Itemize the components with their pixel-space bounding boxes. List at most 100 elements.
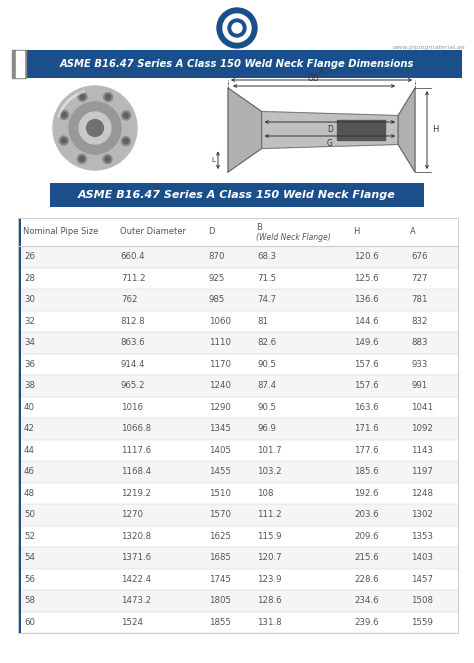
Polygon shape bbox=[398, 88, 415, 172]
Text: 883: 883 bbox=[411, 338, 428, 347]
FancyBboxPatch shape bbox=[18, 246, 458, 267]
Text: 30: 30 bbox=[24, 295, 35, 304]
Text: 185.6: 185.6 bbox=[354, 467, 379, 476]
Text: 1625: 1625 bbox=[209, 532, 231, 541]
Text: 120.7: 120.7 bbox=[257, 553, 282, 562]
FancyBboxPatch shape bbox=[18, 218, 458, 246]
Text: 144.6: 144.6 bbox=[354, 317, 379, 326]
FancyBboxPatch shape bbox=[18, 375, 458, 396]
Text: 1320.8: 1320.8 bbox=[121, 532, 151, 541]
Text: 676: 676 bbox=[411, 252, 428, 261]
Text: 933: 933 bbox=[411, 360, 428, 369]
Circle shape bbox=[78, 92, 87, 101]
Text: 1473.2: 1473.2 bbox=[121, 596, 151, 605]
Text: 44: 44 bbox=[24, 446, 35, 455]
Polygon shape bbox=[228, 88, 262, 172]
Text: 965.2: 965.2 bbox=[121, 381, 146, 391]
Text: 28: 28 bbox=[24, 274, 35, 282]
Text: 1092: 1092 bbox=[411, 424, 433, 433]
Text: 1353: 1353 bbox=[411, 532, 433, 541]
Text: 870: 870 bbox=[209, 252, 225, 261]
Text: 177.6: 177.6 bbox=[354, 446, 379, 455]
Text: 87.4: 87.4 bbox=[257, 381, 276, 391]
Text: 1371.6: 1371.6 bbox=[121, 553, 151, 562]
Text: D: D bbox=[208, 227, 214, 237]
Text: 762: 762 bbox=[121, 295, 137, 304]
FancyBboxPatch shape bbox=[18, 353, 458, 375]
Text: 781: 781 bbox=[411, 295, 428, 304]
Circle shape bbox=[123, 139, 128, 144]
Text: 1302: 1302 bbox=[411, 511, 433, 519]
Text: 120.6: 120.6 bbox=[354, 252, 379, 261]
Polygon shape bbox=[12, 50, 26, 78]
Text: 1117.6: 1117.6 bbox=[121, 446, 151, 455]
Text: 985: 985 bbox=[209, 295, 225, 304]
Text: (Weld Neck Flange): (Weld Neck Flange) bbox=[256, 233, 331, 241]
Text: 136.6: 136.6 bbox=[354, 295, 379, 304]
Text: 34: 34 bbox=[24, 338, 35, 347]
Text: 58: 58 bbox=[24, 596, 35, 605]
Text: 125.6: 125.6 bbox=[354, 274, 379, 282]
Circle shape bbox=[87, 119, 103, 137]
FancyBboxPatch shape bbox=[18, 504, 458, 526]
Text: 68.3: 68.3 bbox=[257, 252, 276, 261]
Text: 863.6: 863.6 bbox=[121, 338, 146, 347]
Text: 60: 60 bbox=[24, 618, 35, 627]
Text: ASME B16.47 Series A Class 150 Weld Neck Flange Dimensions: ASME B16.47 Series A Class 150 Weld Neck… bbox=[60, 59, 414, 69]
Text: 812.8: 812.8 bbox=[121, 317, 146, 326]
Circle shape bbox=[105, 156, 110, 162]
Text: 56: 56 bbox=[24, 575, 35, 583]
Text: 48: 48 bbox=[24, 489, 35, 498]
Text: A: A bbox=[319, 67, 324, 76]
Text: B: B bbox=[256, 223, 262, 231]
Text: 192.6: 192.6 bbox=[354, 489, 379, 498]
Text: H: H bbox=[432, 125, 438, 135]
Text: 1016: 1016 bbox=[121, 402, 143, 412]
Text: 1455: 1455 bbox=[209, 467, 231, 476]
Circle shape bbox=[77, 154, 86, 163]
Circle shape bbox=[79, 156, 84, 161]
Text: 1405: 1405 bbox=[209, 446, 231, 455]
Text: 228.6: 228.6 bbox=[354, 575, 379, 583]
Text: 1248: 1248 bbox=[411, 489, 433, 498]
Text: G: G bbox=[327, 139, 333, 148]
FancyBboxPatch shape bbox=[18, 332, 458, 353]
Text: 42: 42 bbox=[24, 424, 35, 433]
Text: 96.9: 96.9 bbox=[257, 424, 276, 433]
Text: 46: 46 bbox=[24, 467, 35, 476]
Text: 90.5: 90.5 bbox=[257, 360, 276, 369]
Text: 74.7: 74.7 bbox=[257, 295, 276, 304]
Text: 727: 727 bbox=[411, 274, 428, 282]
FancyBboxPatch shape bbox=[22, 50, 462, 78]
Circle shape bbox=[228, 19, 246, 37]
Circle shape bbox=[62, 112, 66, 117]
Text: 171.6: 171.6 bbox=[354, 424, 379, 433]
Text: 991: 991 bbox=[411, 381, 428, 391]
Text: 163.6: 163.6 bbox=[354, 402, 379, 412]
FancyBboxPatch shape bbox=[18, 611, 458, 633]
Text: 54: 54 bbox=[24, 553, 35, 562]
FancyBboxPatch shape bbox=[18, 310, 458, 332]
Text: 82.6: 82.6 bbox=[257, 338, 276, 347]
Text: ASME B16.47 Series A Class 150 Weld Neck Flange: ASME B16.47 Series A Class 150 Weld Neck… bbox=[78, 190, 396, 200]
Text: A: A bbox=[410, 227, 416, 237]
Circle shape bbox=[53, 86, 137, 170]
Text: 1219.2: 1219.2 bbox=[121, 489, 151, 498]
Text: www.pipingmaterial.ae: www.pipingmaterial.ae bbox=[392, 44, 465, 50]
Text: 1041: 1041 bbox=[411, 402, 433, 412]
FancyBboxPatch shape bbox=[18, 418, 458, 440]
FancyBboxPatch shape bbox=[18, 547, 458, 568]
Text: 115.9: 115.9 bbox=[257, 532, 282, 541]
Text: 32: 32 bbox=[24, 317, 35, 326]
Circle shape bbox=[232, 23, 242, 33]
Circle shape bbox=[104, 93, 113, 101]
Circle shape bbox=[60, 110, 69, 119]
Text: 203.6: 203.6 bbox=[354, 511, 379, 519]
Text: 215.6: 215.6 bbox=[354, 553, 379, 562]
FancyBboxPatch shape bbox=[18, 483, 458, 504]
Circle shape bbox=[103, 154, 112, 164]
Text: 149.6: 149.6 bbox=[354, 338, 379, 347]
Text: 1270: 1270 bbox=[121, 511, 143, 519]
Text: 711.2: 711.2 bbox=[121, 274, 146, 282]
Text: 1143: 1143 bbox=[411, 446, 433, 455]
